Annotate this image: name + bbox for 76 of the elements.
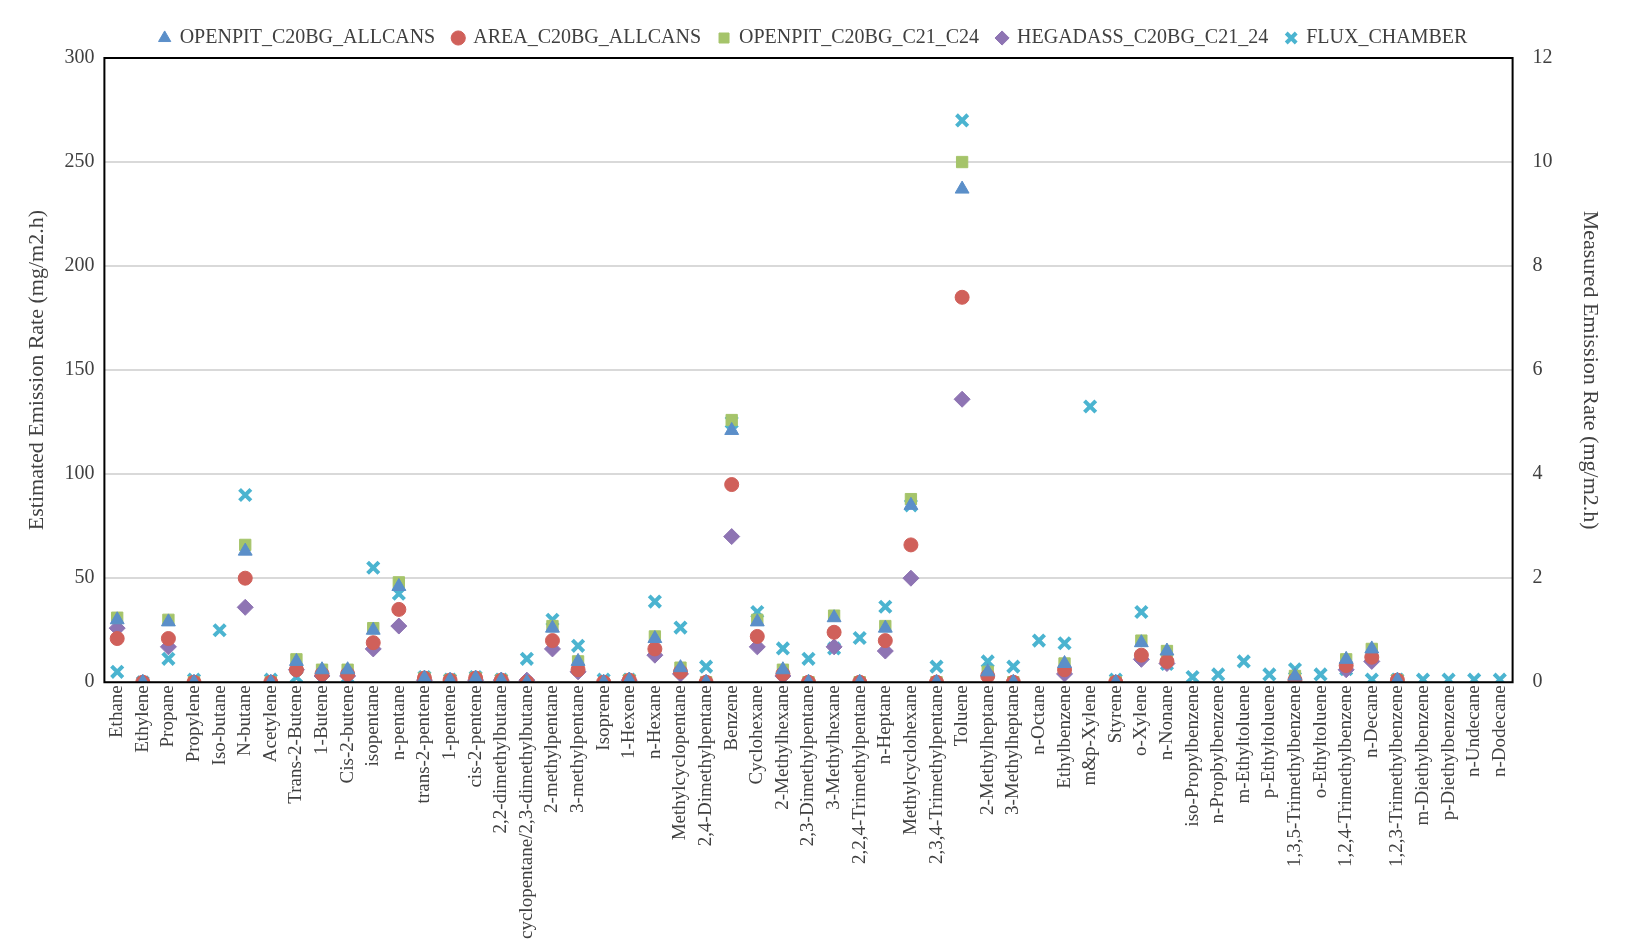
x-tick-label: 1-Butene [310,685,332,755]
x-tick-label: 2,4-Dimethylpentane [694,685,716,847]
x-tick-label: 2,2,4-Trimethylpentane [847,685,869,864]
x-tick-label: 1-Hexene [617,685,639,760]
y2-tick-label: 4 [1532,461,1543,484]
x-tick-label: N-butane [233,685,255,756]
x-tick-label: o-Xylene [1129,685,1151,756]
x-tick-label: 2-methylpentane [540,685,562,813]
y2-tick-label: 0 [1532,669,1543,692]
x-tick-label: Cis-2-butene [335,685,357,784]
x-tick-label: trans-2-pentene [412,685,434,804]
x-tick-label: Isoprene [591,685,613,751]
x-tick-label: 2,3-Dimethylpentane [796,685,818,847]
x-tick-label: Methylcyclopentane [668,685,690,841]
x-tick-label: n-Octane [1026,685,1048,755]
x-tick-label: n-Undecane [1462,685,1484,778]
x-tick-label: Benzene [719,685,741,751]
x-tick-label: 3-Methylhexane [822,685,844,810]
x-tick-label: n-pentane [386,685,408,761]
y2-tick-label: 12 [1532,45,1553,68]
x-tick-label: iso-Propylbenzene [1180,685,1202,827]
x-tick-label: Toluene [950,685,972,747]
x-tick-label: p-Diethylbenzene [1436,685,1458,821]
x-tick-label: 2-Methylhexane [770,685,792,810]
y2-tick-label: 2 [1532,565,1543,588]
y-tick-label: 100 [64,461,95,484]
y2-tick-label: 8 [1532,253,1543,276]
y2-tick-label: 10 [1532,149,1553,172]
y-tick-label: 0 [84,669,95,692]
legend-label: HEGADASS_C20BG_C21_24 [1017,25,1269,48]
x-tick-label: 2,3,4-Trimethylpentane [924,685,946,864]
x-tick-label: Acetylene [258,685,280,763]
x-tick-label: Ethane [105,685,127,738]
y2-tick-label: 6 [1532,357,1543,380]
x-tick-label: 1,2,4-Trimethylbenzene [1334,685,1356,868]
x-tick-label: Propylene [182,685,203,763]
y-axis-title: Estimated Emission Rate (mg/m2.h) [22,210,48,531]
x-tick-label: 3-methylpentane [566,685,588,813]
x-tick-label: n-Propbylbenzene [1206,685,1228,824]
y-tick-label: 200 [64,253,95,276]
y-tick-label: 300 [64,45,95,68]
x-tick-label: n-Dodecane [1487,685,1509,778]
x-tick-label: m&p-Xylene [1078,685,1100,786]
x-tick-label: Ethylene [130,685,152,753]
x-tick-label: Styrene [1103,685,1125,744]
x-tick-label: Cyclohexane [745,685,767,785]
y2-axis-title: Measured Emission Rate (mg/m2.h) [1579,210,1605,530]
x-tick-label: Propane [156,685,178,748]
x-tick-label: 3-Methylheptane [1001,685,1023,816]
y-tick-label: 250 [64,149,95,172]
x-tick-label: Trans-2-Butene [284,685,306,804]
x-tick-label: 1-pentene [438,685,460,761]
x-tick-label: 1,2,3-Trimethylbenzene [1385,685,1407,868]
x-tick-label: isopentane [361,685,383,767]
x-tick-label: m-Ethyltoluene [1231,685,1253,804]
y-tick-label: 150 [64,357,95,380]
legend-label: OPENPIT_C20BG_ALLCANS [179,25,436,48]
x-tick-label: n-Hexane [642,685,664,760]
x-tick-label: cis-2-pentene [463,685,485,788]
x-tick-label: p-Ethyltoluene [1257,685,1279,799]
x-tick-label: Ethylbenzene [1052,685,1074,789]
x-tick-label: m-Diethylbenzene [1410,685,1432,826]
x-tick-label: Iso-butane [207,685,229,766]
x-tick-label: n-Heptane [873,685,895,765]
x-tick-label: o-Ethyltoluene [1308,685,1330,799]
x-tick-label: cyclopentane/2,3-dimethylbutane [514,685,536,940]
y-tick-label: 50 [74,565,95,588]
x-tick-label: 1,3,5-Trimethylbenzene [1282,685,1304,868]
x-tick-label: 2-Methylheptane [975,685,997,816]
legend-label: FLUX_CHAMBER [1306,25,1468,48]
x-tick-label: 2,2-dimethylbutane [489,685,511,834]
x-tick-label: n-Decane [1359,685,1381,759]
legend-label: AREA_C20BG_ALLCANS [473,25,702,48]
x-tick-label: n-Nonane [1154,685,1176,761]
x-tick-label: Methylcyclohexane [898,685,920,836]
legend-label: OPENPIT_C20BG_C21_C24 [739,25,980,48]
